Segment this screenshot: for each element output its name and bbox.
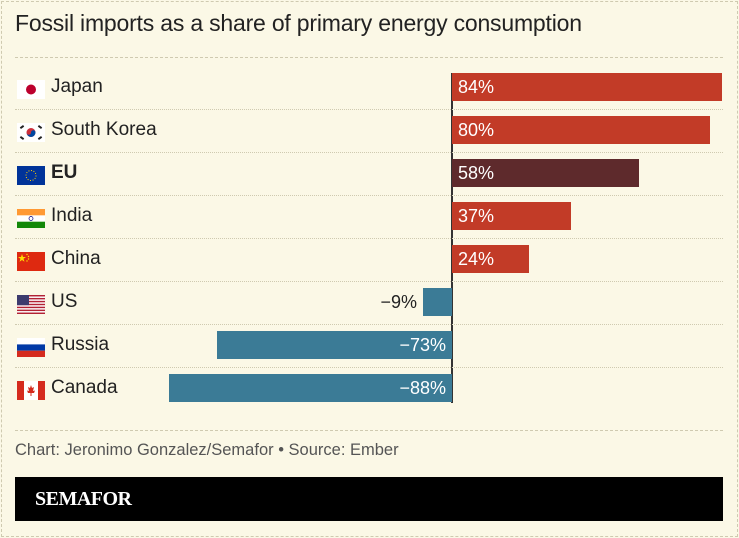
row-separator [15,366,723,368]
bar-row-us: US [15,281,723,324]
us-flag-icon [17,295,45,314]
bar-south-korea [452,116,710,144]
row-separator [15,237,723,239]
category-label: US [51,291,78,312]
chart-title: Fossil imports as a share of primary ene… [15,10,582,36]
bar-row-japan: Japan [15,66,723,109]
bar-russia [216,331,452,359]
bar-japan [452,73,723,101]
category-label: Russia [51,334,110,355]
category-label: EU [51,162,78,183]
bar-row-south-korea: South Korea [15,109,723,152]
value-label: 80% [458,120,495,140]
bar-us [423,288,452,316]
category-label: China [51,248,101,269]
india-flag-icon [17,209,45,228]
chart-credit: Chart: Jeronimo Gonzalez/Semafor • Sourc… [15,441,399,459]
bar-row-india: India [15,195,723,238]
category-label: Japan [51,76,103,97]
value-label: −73% [399,335,446,355]
row-separator [15,280,723,282]
russia-flag-icon [17,338,45,357]
bar-row-eu: EU [15,152,723,195]
semafor-logo: SEMAFOR [35,488,132,510]
value-label: 84% [458,77,495,97]
bar-eu [452,159,639,187]
row-separator [15,194,723,196]
title-divider [15,57,723,58]
brand-bar: SEMAFOR [15,477,723,521]
bar-china [452,245,530,273]
value-label: −88% [399,378,446,398]
row-separator [15,108,723,110]
japan-flag-icon [17,80,45,99]
value-label: 58% [458,163,495,183]
bar-row-china: China [15,238,723,281]
value-label: 37% [458,206,495,226]
value-label: 24% [458,249,495,269]
category-label: Canada [51,377,118,398]
bar-india [452,202,572,230]
bar-row-canada: Canada [15,367,723,410]
eu-flag-icon [17,166,45,185]
value-label: −9% [380,292,418,312]
canada-flag-icon [17,381,45,400]
south-korea-flag-icon [17,123,45,142]
category-label: South Korea [51,119,157,140]
row-separator [15,151,723,153]
china-flag-icon [17,252,45,271]
row-separator [15,323,723,325]
footer-divider [15,430,723,431]
bar-canada [168,374,452,402]
category-label: India [51,205,93,226]
bar-row-russia: Russia [15,324,723,367]
